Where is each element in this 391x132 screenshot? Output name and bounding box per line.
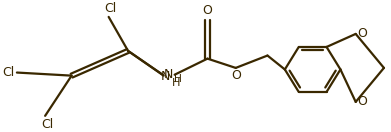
Text: Cl: Cl	[41, 118, 53, 131]
Text: O: O	[358, 95, 368, 108]
Text: N: N	[164, 68, 173, 81]
Text: H: H	[172, 78, 180, 88]
Text: Cl: Cl	[3, 66, 15, 79]
Text: O: O	[231, 69, 240, 82]
Text: Cl: Cl	[104, 2, 117, 15]
Text: N: N	[160, 70, 170, 83]
Text: H: H	[174, 74, 181, 84]
Text: O: O	[358, 27, 368, 40]
Text: O: O	[203, 4, 212, 17]
